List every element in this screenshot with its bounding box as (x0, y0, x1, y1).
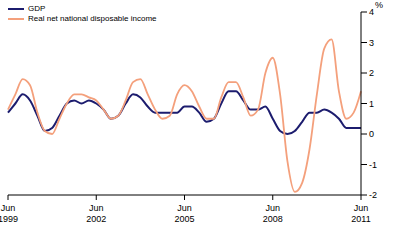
svg-text:2008: 2008 (263, 214, 283, 224)
svg-text:-2: -2 (369, 190, 377, 200)
svg-text:3: 3 (369, 38, 374, 48)
svg-text:Jun: Jun (8, 203, 15, 213)
svg-text:Jun: Jun (177, 203, 192, 213)
svg-text:2011: 2011 (351, 214, 370, 224)
svg-text:2005: 2005 (174, 214, 194, 224)
html-text:Real net national disposable i: Real net national disposable income (28, 14, 157, 23)
svg-text:Jun: Jun (265, 203, 280, 213)
svg-text:2: 2 (369, 68, 374, 78)
svg-text:0: 0 (369, 129, 374, 139)
svg-text:1999: 1999 (8, 214, 18, 224)
svg-text:4: 4 (369, 7, 374, 17)
html-text:GDP: GDP (28, 4, 46, 13)
svg-text:Jun: Jun (354, 203, 369, 213)
svg-text:1: 1 (369, 99, 374, 109)
svg-text:-1: -1 (369, 160, 377, 170)
svg-text:Jun: Jun (89, 203, 104, 213)
svg-text:2002: 2002 (86, 214, 106, 224)
